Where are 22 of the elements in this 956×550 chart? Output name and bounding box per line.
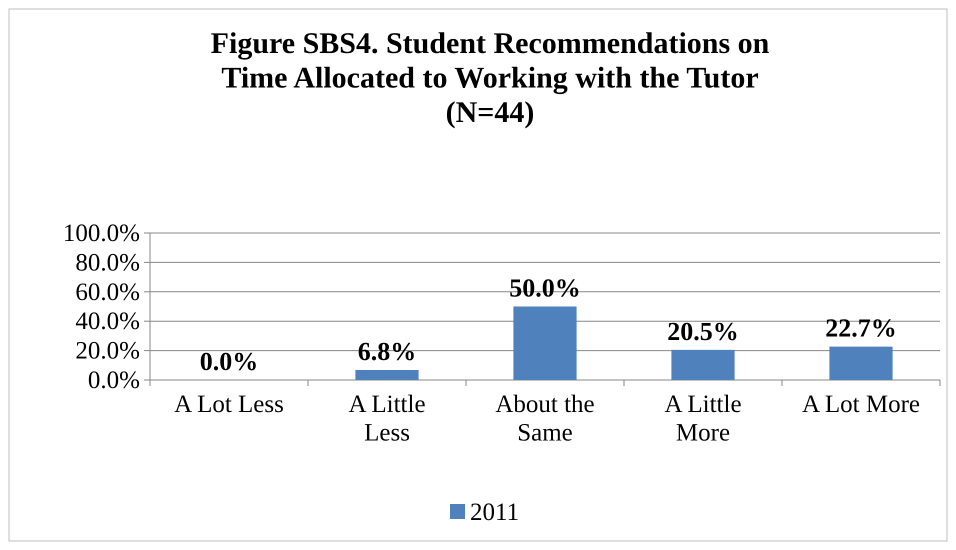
y-tick-label: 0.0% bbox=[88, 367, 140, 394]
data-label: 50.0% bbox=[509, 274, 581, 302]
y-tick-label: 60.0% bbox=[75, 278, 140, 306]
x-tick-label: A Little Less bbox=[348, 390, 426, 446]
y-tick-label: 100.0% bbox=[62, 220, 140, 247]
x-tick-label: A Little More bbox=[664, 390, 742, 446]
data-label: 20.5% bbox=[667, 316, 739, 346]
data-label: 0.0% bbox=[200, 347, 258, 376]
x-tick-label: About the Same bbox=[495, 390, 595, 446]
bar bbox=[513, 306, 577, 380]
legend-label: 2011 bbox=[470, 499, 520, 526]
data-label: 22.7% bbox=[825, 314, 897, 343]
bar bbox=[671, 350, 735, 380]
x-tick-label: A Lot Less bbox=[174, 390, 284, 418]
x-tick-label: A Lot More bbox=[802, 390, 920, 418]
bar bbox=[355, 370, 419, 380]
y-tick-label: 80.0% bbox=[75, 249, 140, 276]
y-tick-label: 40.0% bbox=[75, 308, 140, 336]
data-label: 6.8% bbox=[358, 337, 416, 366]
y-tick-label: 20.0% bbox=[75, 338, 140, 365]
bar bbox=[829, 346, 893, 380]
chart-title: Figure SBS4. Student Recommendations on Time Allocated to Working with the Tutor (N=44) bbox=[210, 27, 770, 129]
